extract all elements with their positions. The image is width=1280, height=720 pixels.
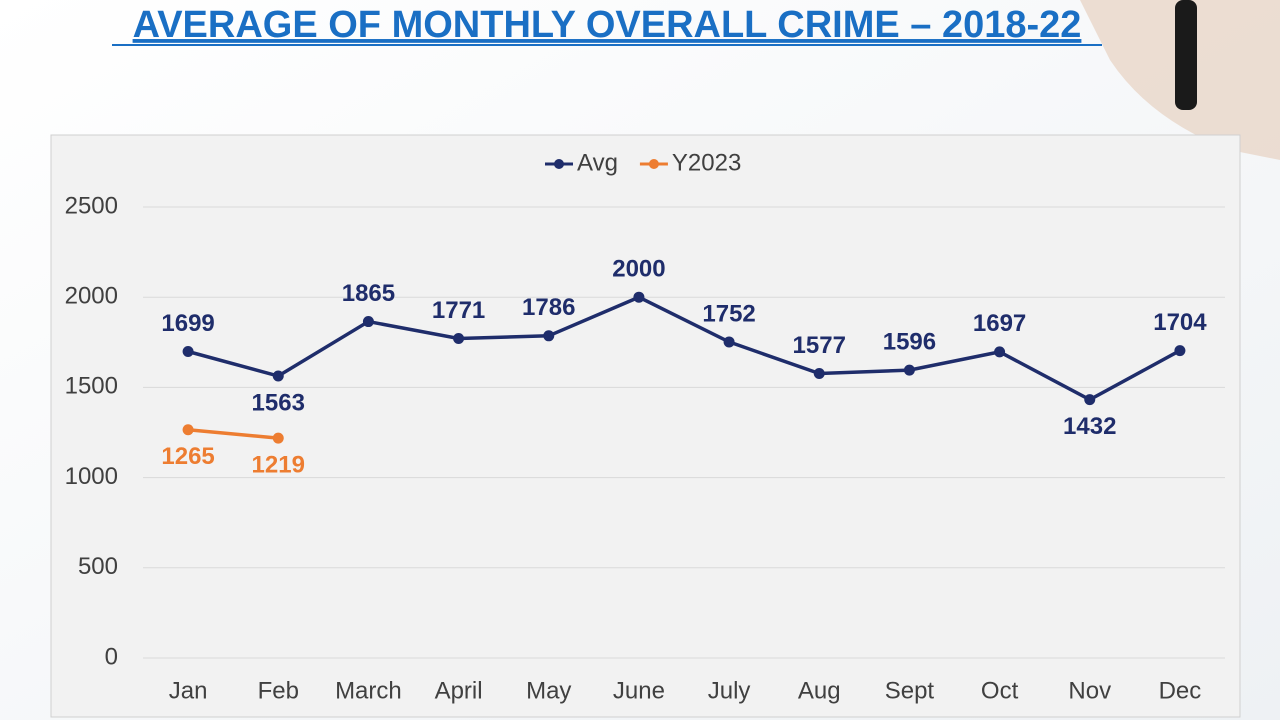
decor-pen bbox=[1175, 0, 1197, 110]
data-label: 1563 bbox=[252, 389, 305, 416]
data-point bbox=[1174, 345, 1186, 357]
data-label: 1699 bbox=[161, 310, 214, 337]
series-line bbox=[187, 295, 1181, 402]
data-label: 1596 bbox=[883, 328, 936, 355]
data-point bbox=[362, 316, 374, 328]
y-tick-label: 1000 bbox=[65, 463, 118, 490]
data-label: 1577 bbox=[793, 332, 846, 359]
data-label: 1771 bbox=[432, 297, 485, 324]
legend-label: Avg bbox=[577, 149, 618, 176]
x-tick-label: April bbox=[435, 677, 483, 704]
data-label: 2000 bbox=[612, 256, 665, 283]
data-point bbox=[182, 424, 194, 436]
data-label: 1752 bbox=[702, 300, 755, 327]
x-tick-label: May bbox=[526, 677, 571, 704]
x-tick-label: Dec bbox=[1159, 677, 1202, 704]
data-point bbox=[543, 330, 555, 342]
data-label: 1697 bbox=[973, 310, 1026, 337]
y-tick-label: 1500 bbox=[65, 373, 118, 400]
data-label: 1865 bbox=[342, 280, 395, 307]
data-label: 1704 bbox=[1153, 309, 1207, 336]
data-point bbox=[272, 432, 284, 444]
legend-dot bbox=[554, 159, 564, 169]
x-tick-label: Aug bbox=[798, 677, 841, 704]
y-tick-label: 500 bbox=[78, 553, 118, 580]
legend-dot bbox=[648, 159, 659, 169]
data-label: 1432 bbox=[1063, 413, 1116, 440]
data-label: 1786 bbox=[522, 294, 575, 321]
series-line bbox=[187, 428, 279, 440]
data-point bbox=[994, 346, 1006, 358]
data-point bbox=[272, 370, 284, 382]
x-tick-label: March bbox=[335, 677, 402, 704]
x-tick-label: Oct bbox=[981, 677, 1019, 704]
x-tick-label: July bbox=[708, 677, 751, 704]
data-point bbox=[182, 346, 194, 358]
data-point bbox=[903, 364, 915, 376]
x-tick-label: Jan bbox=[169, 677, 208, 704]
legend-label: Y2023 bbox=[672, 149, 741, 176]
data-label: 1219 bbox=[252, 451, 305, 478]
data-point bbox=[633, 291, 645, 303]
x-tick-label: June bbox=[613, 677, 665, 704]
y-tick-label: 0 bbox=[105, 643, 118, 670]
y-tick-label: 2000 bbox=[65, 283, 118, 310]
data-label: 1265 bbox=[161, 443, 214, 470]
data-point bbox=[723, 336, 735, 348]
y-tick-label: 2500 bbox=[65, 192, 118, 219]
chart-title: AVERAGE OF MONTHLY OVERALL CRIME – 2018-… bbox=[133, 4, 1082, 46]
x-tick-label: Feb bbox=[258, 677, 299, 704]
x-tick-label: Nov bbox=[1068, 677, 1111, 704]
data-point bbox=[1084, 394, 1096, 406]
x-tick-label: Sept bbox=[885, 677, 935, 704]
data-point bbox=[813, 368, 825, 380]
chart-panel bbox=[50, 134, 1241, 718]
data-point bbox=[453, 333, 465, 345]
